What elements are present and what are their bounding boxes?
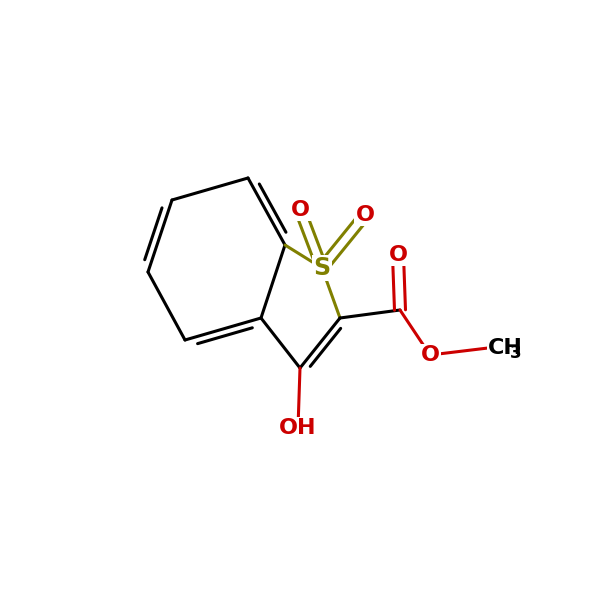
Text: O: O bbox=[389, 245, 407, 265]
Text: 3: 3 bbox=[510, 344, 521, 362]
Text: O: O bbox=[421, 345, 439, 365]
Text: OH: OH bbox=[279, 418, 317, 438]
Text: CH: CH bbox=[488, 338, 523, 358]
Text: O: O bbox=[355, 205, 374, 225]
Text: O: O bbox=[290, 200, 310, 220]
Text: S: S bbox=[313, 256, 331, 280]
